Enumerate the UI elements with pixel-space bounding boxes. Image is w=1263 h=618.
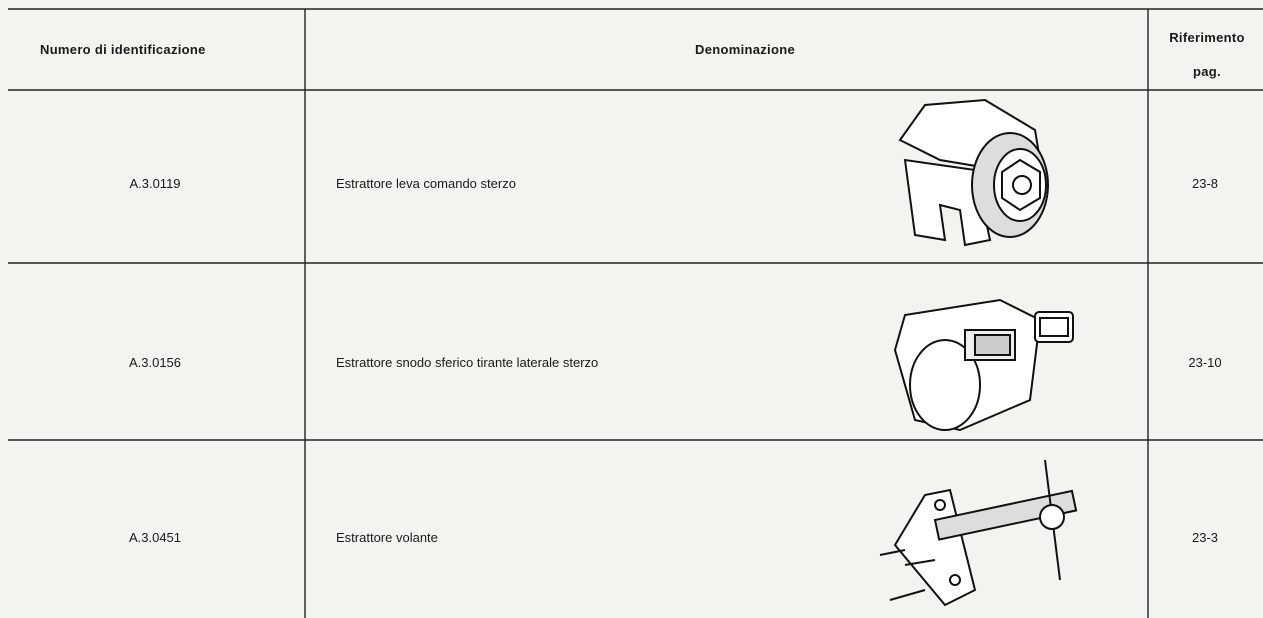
id-number: A.3.0451 — [128, 530, 182, 545]
page-ref: 23-8 — [1191, 176, 1219, 191]
tool-name: Estrattore volante — [336, 530, 438, 545]
tool-name: Estrattore leva comando sterzo — [336, 176, 516, 191]
header-reference: Riferimento — [1169, 30, 1245, 45]
header-reference: pag. — [1193, 64, 1221, 79]
id-number: A.3.0119 — [129, 176, 181, 191]
header-number: Numero di identificazione — [40, 42, 206, 57]
header-name: Denominazione — [695, 42, 795, 57]
tool-drawing — [898, 98, 1049, 247]
id-number: A.3.0156 — [128, 355, 182, 370]
page-ref: 23-3 — [1191, 530, 1219, 545]
tool-drawing — [893, 298, 1074, 432]
tool-name: Estrattore snodo sferico tirante lateral… — [336, 355, 599, 370]
page-ref: 23-10 — [1188, 355, 1222, 370]
tool-drawing — [879, 459, 1078, 607]
